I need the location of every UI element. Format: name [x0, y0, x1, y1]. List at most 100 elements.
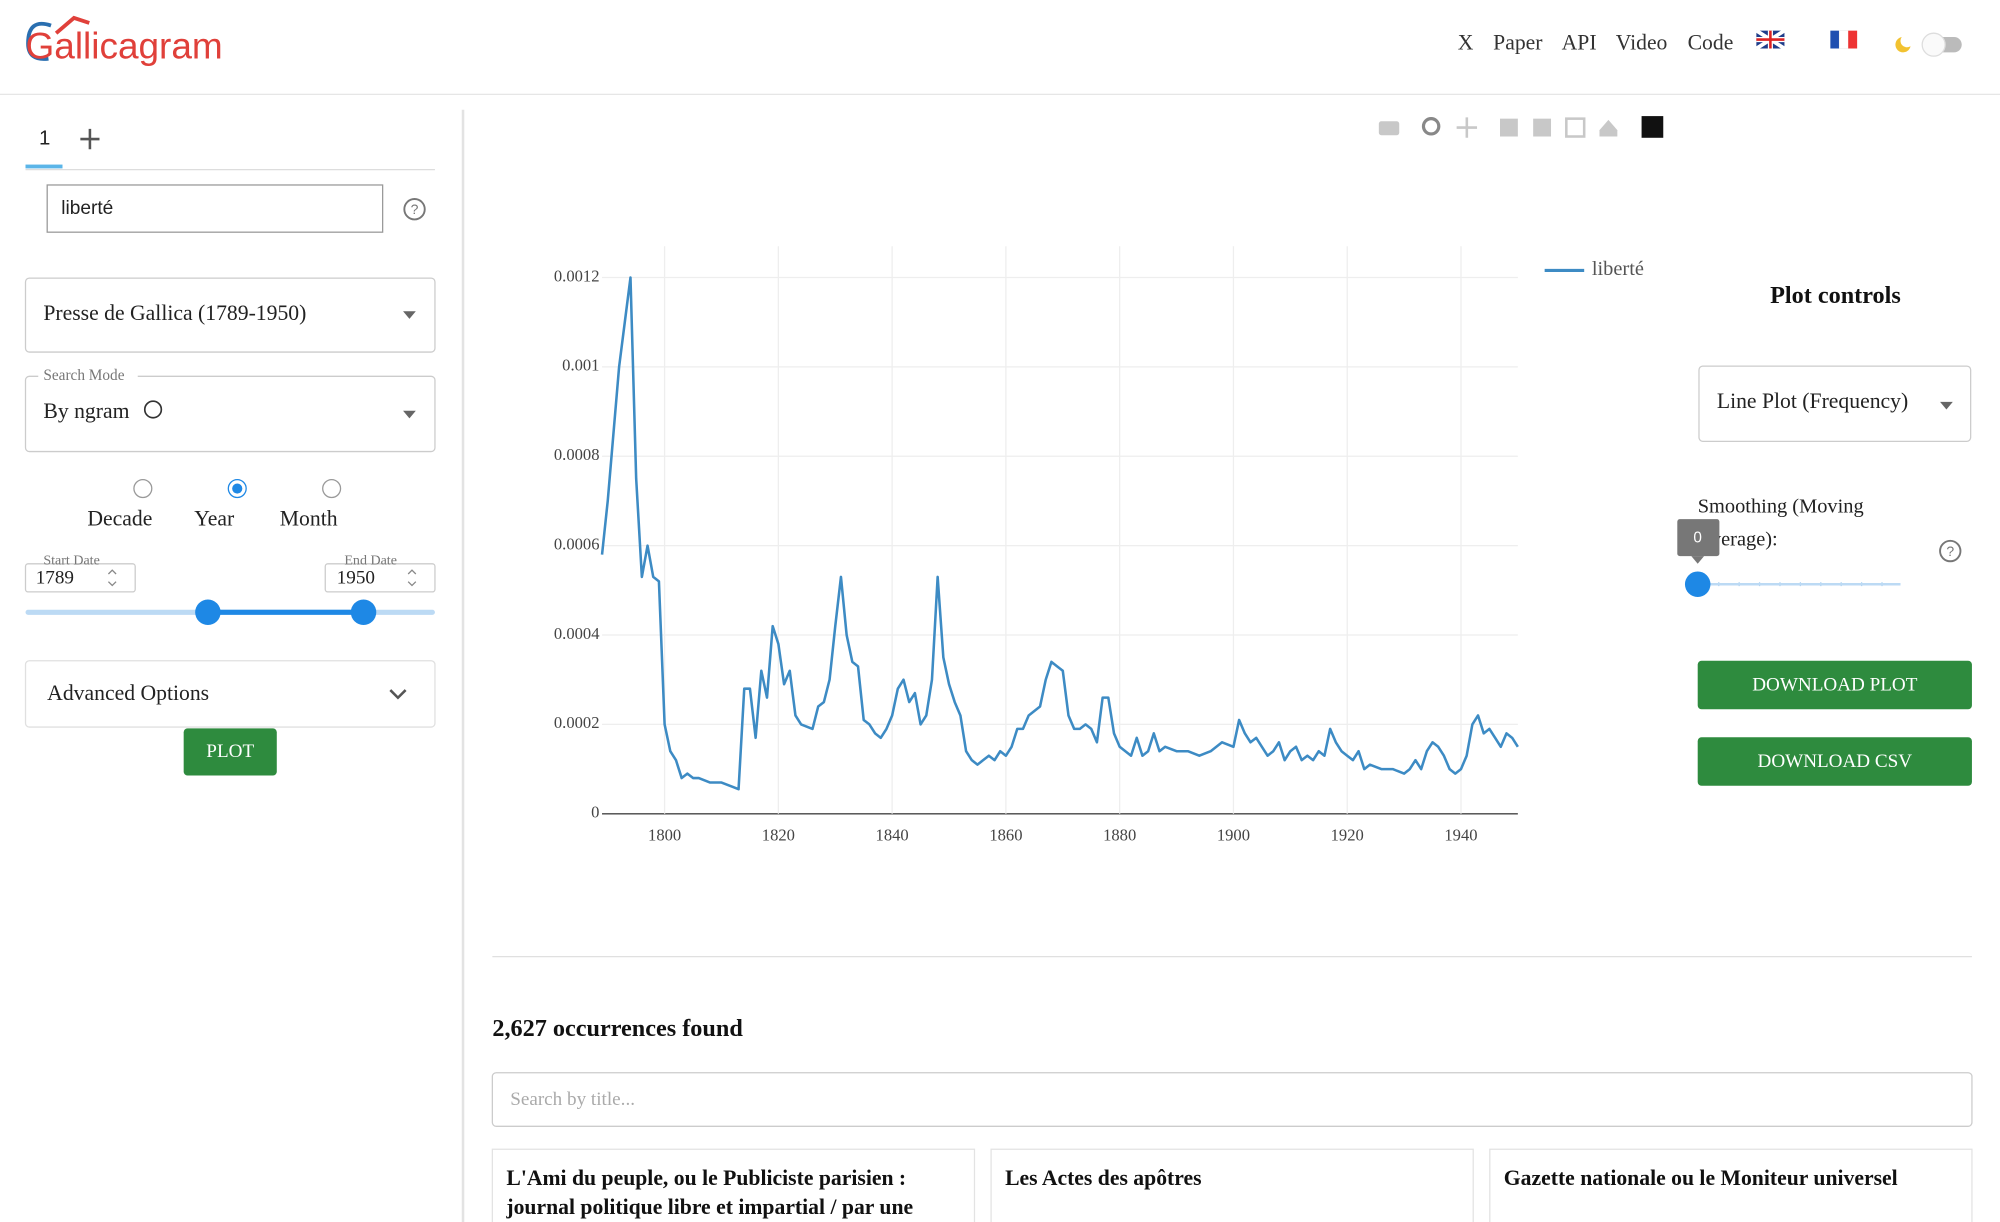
tool-zoom[interactable]	[1421, 117, 1441, 136]
flag-uk[interactable]	[1755, 29, 1786, 51]
tool-pan[interactable]	[1456, 117, 1478, 138]
value-tooltip	[1677, 519, 1720, 557]
range-thumb[interactable]	[350, 599, 377, 626]
query-input[interactable]	[46, 184, 384, 233]
smoothing-thumb[interactable]	[1684, 571, 1711, 597]
x-tick-label: 1920	[1331, 826, 1364, 845]
add-tab[interactable]	[80, 128, 100, 150]
controls-title: Plot controls	[1770, 282, 1901, 309]
toggle-knob	[1921, 32, 1946, 57]
occurrence-count: 2,627 occurrences found	[492, 1015, 743, 1042]
card-title: Les Actes des apôtres	[1005, 1166, 1201, 1190]
chevron	[389, 689, 407, 700]
mode: By ngram	[43, 399, 129, 423]
x-tick-label: 1840	[876, 826, 909, 845]
x-tick-label: 1880	[1103, 826, 1136, 845]
card-title: journal politique libre et impartial / p…	[505, 1195, 913, 1219]
help-icon[interactable]	[403, 198, 426, 221]
resolution-label: Year	[194, 506, 235, 530]
nav-link[interactable]: Video	[1616, 31, 1668, 55]
tool-zoomout[interactable]	[1533, 118, 1552, 137]
range-thumb[interactable]	[195, 599, 221, 626]
flag-fr[interactable]	[1830, 30, 1858, 49]
y-tick-label: 0.001	[562, 356, 599, 375]
label-gap	[38, 367, 138, 386]
result-card[interactable]	[990, 1148, 1474, 1222]
logo-curve	[54, 15, 90, 35]
search-placeholder: Search by title...	[510, 1089, 635, 1110]
x-tick-label: 1940	[1444, 826, 1477, 845]
tooltip-tail	[1691, 556, 1705, 564]
card-title: L'Ami du peuple, ou le Publiciste parisi…	[506, 1166, 906, 1190]
download-plot[interactable]	[1697, 660, 1972, 710]
logo[interactable]: Gallicagram	[26, 25, 223, 66]
smoothing-label: Smoothing (Moving	[1698, 495, 1864, 517]
tool-camera[interactable]	[1378, 121, 1400, 136]
plot-type-select[interactable]	[1698, 365, 1972, 442]
nav-link[interactable]: X	[1458, 31, 1474, 55]
mode-help[interactable]	[143, 400, 163, 419]
x-tick-label: 1860	[989, 826, 1022, 845]
start-date: 1789	[36, 568, 74, 589]
button-label: DOWNLOAD PLOT	[1752, 675, 1918, 696]
tool-autoscale[interactable]	[1565, 117, 1586, 138]
corpus: Presse de Gallica (1789-1950)	[43, 301, 306, 325]
query: liberté	[61, 198, 113, 219]
dropdown-arrow	[403, 410, 416, 419]
plot-button[interactable]	[183, 728, 277, 776]
tool-zoomin[interactable]	[1500, 118, 1518, 137]
mode-select[interactable]	[24, 375, 436, 453]
tool-logo[interactable]	[1641, 116, 1664, 138]
dropdown-arrow	[403, 311, 416, 319]
end-input[interactable]	[324, 563, 436, 593]
mode-label: Search Mode	[43, 367, 124, 384]
start-input[interactable]	[24, 563, 136, 593]
plot-type: Line Plot (Frequency)	[1717, 389, 1908, 413]
line-series	[600, 276, 1519, 791]
card-title: Gazette nationale ou le Moniteur univers…	[1504, 1166, 1898, 1190]
tab[interactable]: 1	[39, 127, 50, 149]
result-card[interactable]	[1489, 1148, 1973, 1222]
legend-label: liberté	[1592, 258, 1644, 280]
radio[interactable]	[322, 478, 342, 499]
download-csv[interactable]	[1697, 737, 1972, 786]
resolution-label: Month	[280, 506, 338, 530]
x-tick-label: 1820	[762, 826, 795, 845]
y-tick-label: 0	[591, 803, 599, 822]
end-date: 1950	[337, 568, 375, 589]
y-tick-label: 0.0012	[554, 266, 600, 285]
end-label: End Date	[344, 552, 397, 568]
spinners	[107, 569, 417, 587]
nav-link[interactable]: Paper	[1493, 31, 1543, 55]
y-tick-label: 0.0004	[554, 624, 600, 643]
plot: 0 0.0002 0.0004 0.0006 0.0008 0.001 0.0012 1800…	[554, 246, 1644, 845]
radio[interactable]	[133, 478, 153, 499]
y-tick-label: 0.0008	[554, 445, 600, 464]
y-tick-label: 0.0006	[554, 534, 600, 553]
result-card[interactable]	[491, 1148, 976, 1222]
advanced-panel[interactable]	[24, 660, 436, 728]
tab-indicator	[25, 164, 63, 169]
tool-home[interactable]	[1599, 119, 1618, 137]
dropdown-arrow	[1940, 401, 1953, 410]
help-q: ?	[1946, 543, 1954, 559]
nav-link[interactable]: Code	[1688, 31, 1734, 55]
button-label: DOWNLOAD CSV	[1758, 751, 1913, 772]
smoothing-value: 0	[1693, 529, 1702, 546]
corpus-select[interactable]	[24, 277, 436, 353]
start-label: Start Date	[43, 552, 99, 568]
help-q: ?	[411, 201, 419, 217]
radio-dot	[232, 483, 243, 494]
title-search[interactable]	[491, 1072, 1973, 1127]
plot-label: PLOT	[206, 741, 254, 762]
plot-toolbar	[1378, 116, 1664, 138]
resolution-label: Decade	[87, 506, 152, 530]
y-tick-label: 0.0002	[554, 713, 600, 732]
range-fill	[207, 609, 364, 615]
moon-cut	[1900, 34, 1914, 48]
help-icon[interactable]	[1939, 539, 1962, 563]
nav-link[interactable]: API	[1562, 31, 1597, 55]
advanced: Advanced Options	[47, 681, 209, 705]
